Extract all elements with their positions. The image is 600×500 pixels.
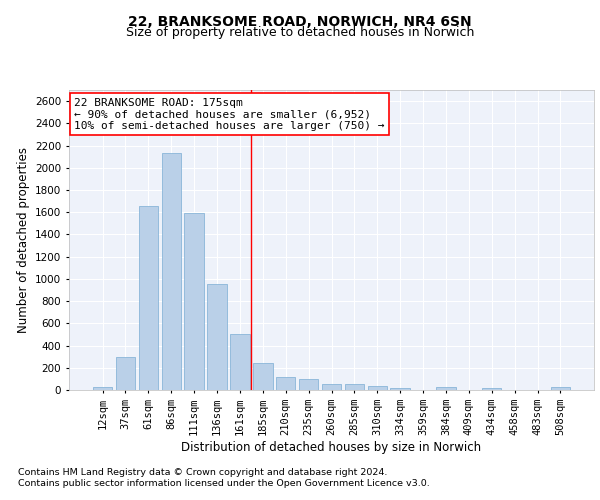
Text: Contains HM Land Registry data © Crown copyright and database right 2024.: Contains HM Land Registry data © Crown c… bbox=[18, 468, 388, 477]
Bar bbox=[344, 384, 364, 390]
Bar bbox=[299, 379, 319, 390]
Bar bbox=[391, 388, 410, 390]
X-axis label: Distribution of detached houses by size in Norwich: Distribution of detached houses by size … bbox=[181, 440, 482, 454]
Bar bbox=[482, 388, 502, 390]
Text: Size of property relative to detached houses in Norwich: Size of property relative to detached ho… bbox=[126, 26, 474, 39]
Bar bbox=[276, 376, 295, 390]
Bar bbox=[116, 357, 135, 390]
Text: 22 BRANKSOME ROAD: 175sqm
← 90% of detached houses are smaller (6,952)
10% of se: 22 BRANKSOME ROAD: 175sqm ← 90% of detac… bbox=[74, 98, 385, 130]
Y-axis label: Number of detached properties: Number of detached properties bbox=[17, 147, 29, 333]
Bar bbox=[368, 386, 387, 390]
Text: 22, BRANKSOME ROAD, NORWICH, NR4 6SN: 22, BRANKSOME ROAD, NORWICH, NR4 6SN bbox=[128, 16, 472, 30]
Bar bbox=[253, 363, 272, 390]
Bar bbox=[93, 387, 112, 390]
Bar bbox=[436, 387, 455, 390]
Bar bbox=[139, 206, 158, 390]
Text: Contains public sector information licensed under the Open Government Licence v3: Contains public sector information licen… bbox=[18, 479, 430, 488]
Bar bbox=[551, 387, 570, 390]
Bar bbox=[161, 154, 181, 390]
Bar bbox=[322, 384, 341, 390]
Bar bbox=[208, 284, 227, 390]
Bar bbox=[184, 214, 204, 390]
Bar bbox=[230, 334, 250, 390]
